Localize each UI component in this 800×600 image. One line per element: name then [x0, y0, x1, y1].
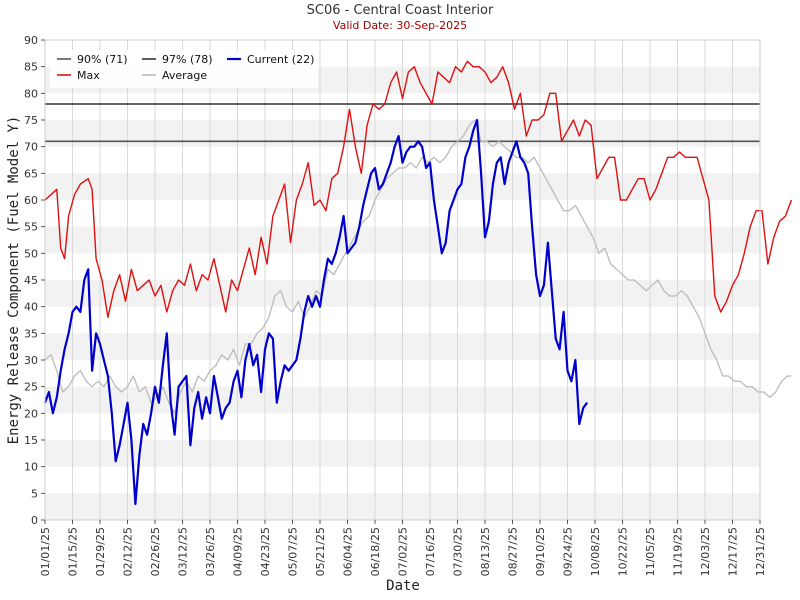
legend-box: [50, 50, 318, 88]
x-tick-label: 06/04/25: [342, 527, 355, 576]
legend-label: Average: [162, 69, 207, 82]
x-tick-label: 01/01/25: [39, 527, 52, 576]
y-tick-label: 40: [24, 301, 38, 314]
y-axis-label: Energy Release Component (Fuel Model Y): [6, 116, 22, 445]
y-tick-label: 60: [24, 194, 38, 207]
legend-label: Max: [77, 69, 100, 82]
x-tick-label: 07/30/25: [452, 527, 465, 576]
x-tick-label: 10/22/25: [617, 527, 630, 576]
x-tick-label: 04/23/25: [259, 527, 272, 576]
y-axis-ticks: 0 5 10 15 20 25 30 35 40 45 50 55 60 65 70 75 80 85 90: [24, 34, 45, 527]
x-tick-label: 03/26/25: [204, 527, 217, 576]
x-tick-label: 05/21/25: [314, 527, 327, 576]
data-series: [43, 60, 793, 506]
legend-label: 97% (78): [162, 53, 213, 66]
x-tick-label: 09/24/25: [562, 527, 575, 576]
x-tick-label: 11/05/25: [644, 527, 657, 576]
y-tick-label: 55: [24, 221, 38, 234]
legend-label: 90% (71): [77, 53, 128, 66]
y-tick-label: 5: [31, 487, 38, 500]
y-tick-label: 45: [24, 274, 38, 287]
x-axis-ticks: 01/01/25 01/15/25 01/29/25 02/12/25 02/26/25…: [39, 520, 767, 576]
y-tick-label: 70: [24, 141, 38, 154]
series-line: [44, 119, 792, 414]
reference-lines: [45, 103, 760, 143]
x-tick-label: 08/13/25: [479, 527, 492, 576]
legend: 90% (71) 97% (78) Current (22) Max Average: [50, 50, 318, 88]
series-line: [44, 60, 793, 318]
series-line: [43, 118, 588, 506]
y-tick-label: 10: [24, 461, 38, 474]
x-tick-label: 02/12/25: [122, 527, 135, 576]
x-tick-label: 10/08/25: [589, 527, 602, 576]
y-tick-label: 90: [24, 34, 38, 47]
x-tick-label: 02/26/25: [149, 527, 162, 576]
x-tick-label: 05/07/25: [287, 527, 300, 576]
x-tick-label: 12/03/25: [699, 527, 712, 576]
y-tick-label: 65: [24, 167, 38, 180]
x-tick-label: 01/15/25: [67, 527, 80, 576]
x-tick-label: 08/27/25: [507, 527, 520, 576]
legend-label: Current (22): [247, 53, 314, 66]
x-tick-label: 01/29/25: [94, 527, 107, 576]
y-tick-label: 20: [24, 407, 38, 420]
y-tick-label: 35: [24, 327, 38, 340]
y-tick-label: 85: [24, 61, 38, 74]
x-tick-label: 09/10/25: [534, 527, 547, 576]
x-tick-label: 11/19/25: [672, 527, 685, 576]
x-tick-label: 07/16/25: [424, 527, 437, 576]
y-tick-label: 15: [24, 434, 38, 447]
y-tick-label: 30: [24, 354, 38, 367]
x-tick-label: 07/02/25: [397, 527, 410, 576]
x-tick-label: 12/31/25: [754, 527, 767, 576]
y-tick-label: 80: [24, 87, 38, 100]
x-tick-label: 06/18/25: [369, 527, 382, 576]
chart-title: SC06 - Central Coast Interior: [306, 3, 494, 18]
y-tick-label: 75: [24, 114, 38, 127]
x-tick-label: 03/12/25: [177, 527, 190, 576]
x-axis-label: Date: [386, 578, 420, 594]
x-tick-label: 04/09/25: [232, 527, 245, 576]
x-tick-label: 12/17/25: [727, 527, 740, 576]
y-tick-label: 50: [24, 247, 38, 260]
y-tick-label: 0: [31, 514, 38, 527]
y-tick-label: 25: [24, 381, 38, 394]
chart-subtitle: Valid Date: 30-Sep-2025: [332, 19, 468, 32]
